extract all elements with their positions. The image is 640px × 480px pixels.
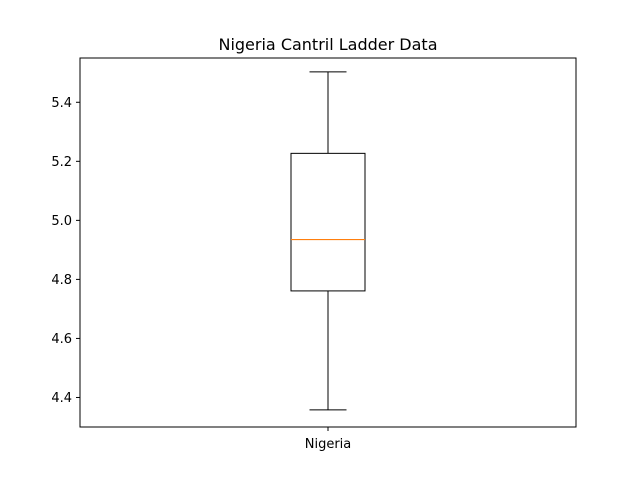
box-plot-group (290, 71, 366, 411)
y-axis: 4.4 4.6 4.8 5.0 5.2 5.4 (51, 96, 80, 406)
y-tick-label: 5.4 (51, 96, 72, 111)
y-tick-label: 4.8 (51, 273, 72, 288)
chart-title: Nigeria Cantril Ladder Data (218, 35, 437, 54)
x-tick-label: Nigeria (305, 437, 352, 452)
iqr-box (290, 152, 366, 292)
x-axis: Nigeria (305, 427, 352, 452)
y-tick-label: 4.6 (51, 332, 72, 347)
y-tick-label: 5.2 (51, 155, 72, 170)
y-tick-label: 5.0 (51, 214, 72, 229)
y-tick-label: 4.4 (51, 391, 72, 406)
